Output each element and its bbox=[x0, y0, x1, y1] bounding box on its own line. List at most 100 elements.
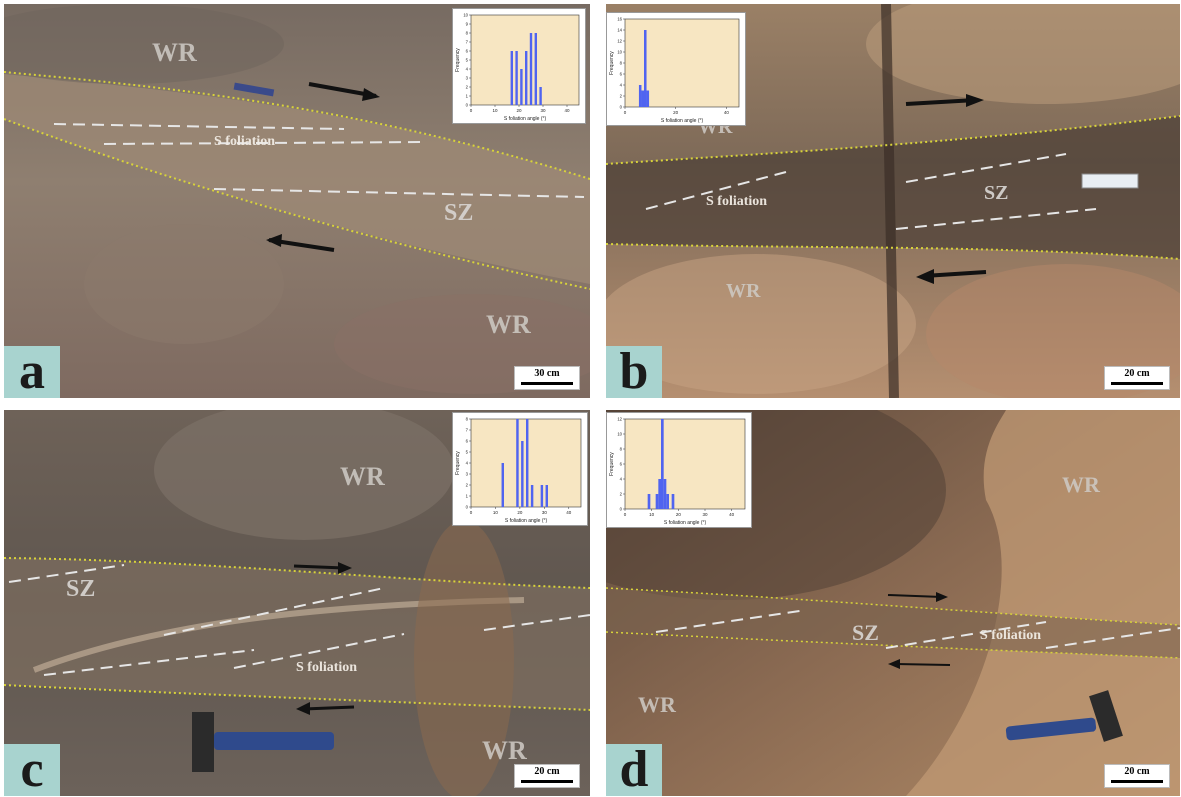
scale-bar-c: 20 cm bbox=[514, 764, 580, 788]
panel-letter-d: d bbox=[606, 744, 662, 796]
y-axis-label: Frequency bbox=[609, 452, 615, 476]
y-tick-label: 4 bbox=[620, 477, 623, 482]
y-tick-label: 6 bbox=[620, 462, 623, 467]
x-axis-label: S foliation angle (°) bbox=[664, 520, 707, 526]
x-axis-label: S foliation angle (°) bbox=[661, 118, 704, 124]
x-tick-label: 30 bbox=[702, 512, 708, 517]
scale-bar-label: 20 cm bbox=[534, 766, 560, 777]
label-wr-bottom: WR bbox=[486, 310, 531, 339]
plot-area bbox=[624, 418, 746, 510]
x-tick-label: 40 bbox=[729, 512, 735, 517]
scale-bar-d: 20 cm bbox=[1104, 764, 1170, 788]
scale-bar-line bbox=[521, 382, 573, 385]
label-wr-bottom: WR bbox=[482, 736, 527, 765]
y-tick-label: 4 bbox=[466, 67, 469, 72]
histogram-bar bbox=[521, 441, 524, 507]
x-tick-label: 10 bbox=[492, 108, 498, 113]
y-tick-label: 0 bbox=[620, 105, 623, 110]
x-tick-label: 20 bbox=[673, 110, 679, 115]
x-tick-label: 0 bbox=[624, 512, 627, 517]
histogram-bar bbox=[501, 463, 504, 507]
histogram-svg: 0 20 40 0 2 4 6 8 10 12 14 16 S foliation angle (°) F… bbox=[609, 17, 740, 124]
histogram-bar bbox=[638, 85, 642, 107]
histogram-svg: 0 10 20 30 40 0 1 2 3 4 5 6 7 8 9 10 S foliation angle (… bbox=[455, 13, 580, 122]
histogram-bar bbox=[526, 419, 529, 507]
x-tick-label: 30 bbox=[542, 510, 548, 515]
histogram-svg: 0 10 20 30 40 0 1 2 3 4 5 6 7 8 S foliation angle (°) F… bbox=[455, 417, 582, 524]
histogram-bar bbox=[644, 30, 647, 107]
y-tick-label: 0 bbox=[466, 103, 469, 108]
label-sz: SZ bbox=[984, 182, 1009, 204]
x-axis-label: S foliation angle (°) bbox=[504, 116, 547, 122]
panel-d: WR SZ S foliation WR 0 10 20 30 40 0 2 4 6 8 10 12 S… bbox=[606, 410, 1180, 796]
y-axis-label: Frequency bbox=[609, 51, 615, 75]
y-tick-label: 3 bbox=[466, 472, 469, 477]
histogram-bar bbox=[520, 69, 523, 105]
label-s-foliation: S foliation bbox=[214, 134, 276, 149]
histogram-bar bbox=[545, 485, 548, 507]
histogram-bar bbox=[510, 51, 513, 105]
histogram-bar bbox=[539, 87, 542, 105]
y-tick-label: 2 bbox=[466, 483, 469, 488]
scale-bar-label: 20 cm bbox=[1124, 368, 1150, 379]
y-tick-label: 6 bbox=[620, 72, 623, 77]
y-tick-label: 6 bbox=[466, 439, 469, 444]
panel-b: WR SZ S foliation WR 0 20 40 0 2 4 6 8 10 12 14 16 S… bbox=[606, 4, 1180, 398]
histogram-bar bbox=[658, 479, 661, 509]
histogram-bar bbox=[534, 33, 537, 105]
label-sz: SZ bbox=[66, 576, 96, 602]
label-s-foliation: S foliation bbox=[706, 194, 768, 209]
panel-letter-c: c bbox=[4, 744, 60, 796]
y-tick-label: 10 bbox=[463, 13, 468, 18]
y-tick-label: 8 bbox=[620, 61, 623, 66]
label-wr-top: WR bbox=[1062, 472, 1100, 497]
y-tick-label: 9 bbox=[466, 22, 469, 27]
x-tick-label: 10 bbox=[649, 512, 655, 517]
y-tick-label: 10 bbox=[617, 50, 622, 55]
histogram-svg: 0 10 20 30 40 0 2 4 6 8 10 12 S foliation angle (°) F… bbox=[609, 417, 746, 526]
y-tick-label: 12 bbox=[617, 417, 622, 422]
x-tick-label: 20 bbox=[676, 512, 682, 517]
y-tick-label: 2 bbox=[620, 94, 623, 99]
y-tick-label: 14 bbox=[617, 28, 622, 33]
y-tick-label: 7 bbox=[466, 40, 469, 45]
y-tick-label: 0 bbox=[620, 507, 623, 512]
histogram-bar bbox=[529, 33, 533, 105]
histogram-d: 0 10 20 30 40 0 2 4 6 8 10 12 S foliation angle (°) F… bbox=[606, 412, 752, 528]
y-tick-label: 3 bbox=[466, 76, 469, 81]
label-sz: SZ bbox=[852, 620, 879, 645]
label-wr-bottom: WR bbox=[726, 280, 761, 302]
histogram-bar bbox=[663, 479, 667, 509]
scale-bar-line bbox=[521, 780, 573, 783]
x-tick-label: 20 bbox=[516, 108, 522, 113]
label-sz: SZ bbox=[444, 200, 474, 226]
scale-bar-b: 20 cm bbox=[1104, 366, 1170, 390]
x-tick-label: 20 bbox=[517, 510, 523, 515]
y-tick-label: 10 bbox=[617, 432, 622, 437]
x-axis-label: S foliation angle (°) bbox=[505, 518, 548, 524]
y-tick-label: 8 bbox=[620, 447, 623, 452]
histogram-b: 0 20 40 0 2 4 6 8 10 12 14 16 S foliation angle (°) F… bbox=[606, 12, 746, 126]
y-tick-label: 2 bbox=[620, 492, 623, 497]
y-tick-label: 4 bbox=[466, 461, 469, 466]
scale-bar-label: 30 cm bbox=[534, 368, 560, 379]
y-tick-label: 8 bbox=[466, 417, 469, 422]
x-tick-label: 30 bbox=[540, 108, 546, 113]
y-tick-label: 2 bbox=[466, 85, 469, 90]
panel-a: WR SZ S foliation WR 0 10 20 30 40 0 1 2 3 4 5 6 7 8 9… bbox=[4, 4, 590, 398]
x-tick-label: 0 bbox=[470, 510, 473, 515]
y-tick-label: 5 bbox=[466, 450, 469, 455]
y-tick-label: 1 bbox=[466, 94, 469, 99]
y-tick-label: 16 bbox=[617, 17, 622, 22]
scale-bar-label: 20 cm bbox=[1124, 766, 1150, 777]
y-tick-label: 1 bbox=[466, 494, 469, 499]
x-tick-label: 0 bbox=[624, 110, 627, 115]
histogram-bar bbox=[647, 494, 651, 509]
y-tick-label: 5 bbox=[466, 58, 469, 63]
label-wr-bottom: WR bbox=[638, 692, 676, 717]
x-tick-label: 10 bbox=[493, 510, 499, 515]
histogram-a: 0 10 20 30 40 0 1 2 3 4 5 6 7 8 9 10 S foliation angle (… bbox=[452, 8, 586, 124]
label-s-foliation: S foliation bbox=[296, 660, 358, 675]
scale-bar-line bbox=[1111, 780, 1163, 783]
histogram-bar bbox=[525, 51, 528, 105]
